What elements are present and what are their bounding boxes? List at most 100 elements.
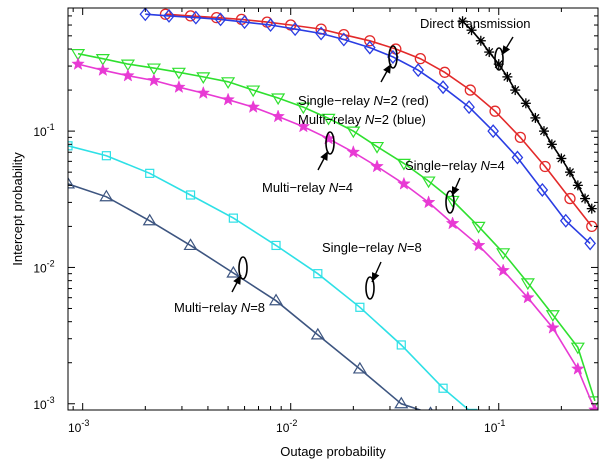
marker-direct: [484, 47, 495, 58]
marker-single-relay-n8: [101, 151, 111, 161]
marker-single-relay-n4: [520, 278, 535, 291]
marker-single-relay-n4: [545, 310, 560, 322]
marker-multi-relay-n2: [289, 22, 301, 37]
annotation-single-relay-n4: Single−relay N=4: [405, 158, 505, 214]
annotation-label: Multi−relay N=2 (blue): [298, 112, 426, 127]
marker-multi-relay-n4: [521, 290, 535, 304]
annotation-label: Single−relay N=4: [405, 158, 505, 173]
annotation-ellipse: [365, 276, 375, 300]
marker-multi-relay-n2: [437, 80, 449, 95]
marker-multi-relay-n4: [546, 320, 560, 334]
marker-multi-relay-n8: [142, 213, 157, 226]
annotation-multi-relay-n2: Multi−relay N=2 (blue): [298, 112, 426, 127]
arrow-head: [320, 151, 328, 161]
marker-single-relay-n8: [145, 168, 155, 178]
arrow-head: [502, 45, 511, 55]
marker-multi-relay-n4: [421, 195, 436, 209]
marker-single-relay-n4: [321, 113, 336, 126]
marker-direct: [564, 167, 575, 178]
marker-multi-relay-n2: [264, 18, 277, 33]
marker-multi-relay-n2: [238, 15, 251, 30]
marker-single-relay-n2: [539, 160, 551, 173]
marker-multi-relay-n8: [428, 406, 433, 410]
series-line-single-relay-n4: [77, 52, 596, 402]
annotation-ellipse: [445, 190, 455, 214]
ticks-layer: 10-3 10-2 10-1 10-3 10-2 10-1: [33, 7, 598, 435]
marker-multi-relay-n4: [147, 73, 161, 87]
marker-single-relay-n4: [396, 158, 411, 171]
arrow-head: [452, 186, 460, 196]
marker-single-relay-n4: [296, 102, 311, 115]
series-line-multi-relay-n2: [145, 13, 591, 244]
marker-direct: [466, 25, 477, 36]
marker-direct: [572, 180, 583, 191]
marker-multi-relay-n4: [445, 216, 460, 230]
y-tick-label: 10-1: [33, 122, 54, 139]
marker-direct: [475, 35, 486, 46]
marker-multi-relay-n2: [315, 26, 327, 41]
marker-multi-relay-n4: [120, 68, 135, 82]
marker-single-relay-n2: [464, 84, 476, 96]
marker-single-relay-n4: [421, 176, 436, 189]
marker-direct: [538, 126, 549, 137]
annotation-single-relay-n2: Single−relay N=2 (red): [298, 45, 429, 108]
marker-single-relay-n8: [313, 269, 323, 279]
marker-multi-relay-n2: [463, 100, 475, 115]
annotation-multi-relay-n4: Multi−relay N=4: [262, 131, 353, 195]
marker-multi-relay-n8: [226, 265, 241, 278]
marker-multi-relay-n2: [139, 8, 152, 22]
marker-single-relay-n4: [221, 77, 236, 89]
marker-multi-relay-n2: [511, 150, 524, 165]
annotation-multi-relay-n8: Multi−relay N=8: [174, 256, 265, 315]
x-axis-label: Outage probability: [280, 444, 386, 459]
marker-single-relay-n2: [159, 8, 172, 20]
x-tick-label: 10-1: [484, 418, 505, 435]
annotation-single-relay-n8: Single−relay N=8: [322, 240, 422, 300]
marker-multi-relay-n4: [588, 402, 598, 410]
marker-single-relay-n8: [468, 408, 478, 410]
marker-multi-relay-n2: [163, 8, 175, 23]
marker-single-relay-n4: [95, 54, 110, 66]
marker-single-relay-n2: [439, 66, 451, 78]
marker-single-relay-n2: [210, 11, 223, 24]
annotation-direct: Direct transmission: [420, 16, 531, 71]
marker-single-relay-n4: [120, 59, 135, 72]
annotation-label: Multi−relay N=4: [262, 180, 353, 195]
marker-single-relay-n4: [369, 141, 385, 154]
marker-direct: [502, 71, 513, 82]
marker-single-relay-n2: [364, 35, 376, 47]
marker-multi-relay-n8: [310, 327, 325, 340]
marker-multi-relay-n4: [496, 263, 510, 277]
annotation-ellipse: [238, 256, 248, 280]
marker-single-relay-n2: [514, 131, 526, 144]
marker-single-relay-n4: [271, 93, 286, 106]
marker-multi-relay-n4: [346, 144, 361, 159]
marker-single-relay-n8: [185, 190, 196, 200]
series-line-multi-relay-n8: [68, 183, 423, 410]
series-line-direct: [462, 20, 593, 210]
series-direct: [457, 16, 597, 214]
marker-single-relay-n4: [570, 342, 585, 355]
marker-single-relay-n4: [496, 248, 511, 260]
marker-single-relay-n4: [196, 72, 211, 85]
marker-multi-relay-n4: [370, 159, 384, 173]
marker-single-relay-n4: [471, 221, 486, 234]
marker-multi-relay-n4: [196, 85, 211, 99]
marker-multi-relay-n4: [71, 56, 85, 71]
marker-multi-relay-n2: [412, 63, 425, 78]
marker-single-relay-n4: [246, 85, 261, 98]
marker-single-relay-n2: [564, 192, 576, 205]
marker-single-relay-n4: [445, 195, 460, 208]
marker-multi-relay-n4: [296, 119, 311, 133]
marker-multi-relay-n2: [584, 236, 596, 251]
y-axis-label: Intercept probability: [10, 152, 25, 266]
arrow-head: [372, 272, 380, 282]
marker-single-relay-n4: [146, 63, 161, 76]
marker-multi-relay-n8: [183, 238, 198, 251]
marker-single-relay-n8: [438, 383, 448, 393]
annotation-label: Single−relay N=2 (red): [298, 93, 429, 108]
marker-direct: [510, 85, 521, 96]
marker-multi-relay-n2: [559, 213, 572, 228]
series-line-multi-relay-n4: [77, 63, 596, 410]
marker-multi-relay-n4: [471, 238, 486, 252]
